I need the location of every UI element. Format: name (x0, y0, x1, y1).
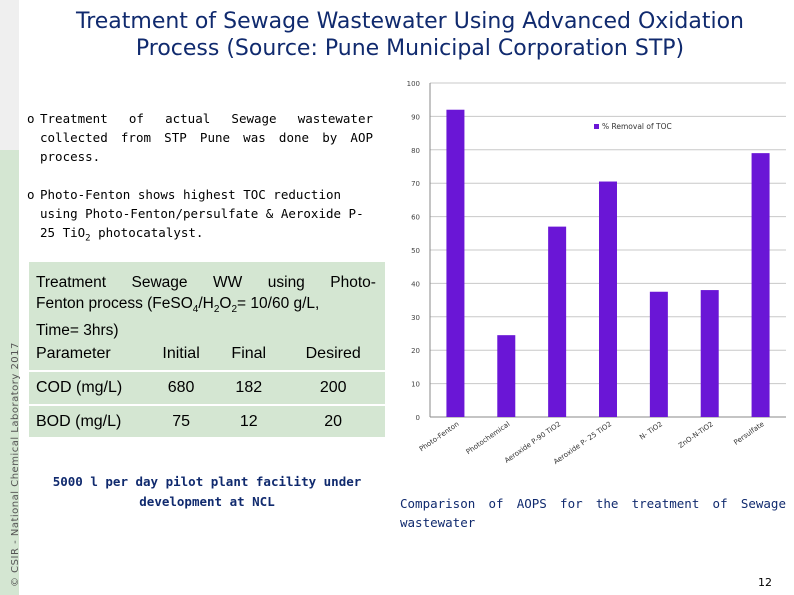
bullet-1-text: Treatment of actual Sewage wastewater co… (40, 111, 373, 164)
table-cell: 12 (216, 405, 282, 440)
sidebar-strip: © CSIR - National Chemical Laboratory 20… (0, 0, 21, 595)
caption-word: AOPS (516, 496, 547, 511)
table-cell: 182 (216, 371, 282, 406)
bullet-2-line3: 25 TiO (40, 225, 86, 240)
caption-word: WW (213, 274, 243, 291)
y-tick-label: 60 (411, 214, 420, 222)
caption-part: = 10/60 g/L, (237, 295, 320, 312)
bar (649, 291, 668, 417)
y-tick-label: 90 (411, 113, 420, 121)
caption-word: Comparison (400, 496, 476, 511)
slide-title-line1: Treatment of Sewage Wastewater Using Adv… (75, 9, 744, 34)
legend-label: % Removal of TOC (602, 122, 672, 131)
bar (700, 290, 719, 417)
bullet-2-line3-end: photocatalyst. (90, 225, 204, 240)
table-cell: 75 (146, 405, 217, 440)
caption-part: Fenton process (FeSO (36, 295, 193, 312)
caption-word: Photo- (330, 274, 376, 291)
slide-title-line2: Process (Source: Pune Municipal Corporat… (135, 36, 685, 61)
table-row: COD (mg/L) 680 182 200 (29, 371, 385, 406)
legend-swatch (594, 124, 599, 129)
parameter-table: Parameter Initial Final Desired COD (mg/… (29, 338, 385, 440)
panel-caption-line2: Fenton process (FeSO4/H2O2= 10/60 g/L, (36, 293, 376, 320)
caption-word: of (488, 496, 504, 511)
y-tick-label: 0 (416, 414, 420, 422)
figure-caption: Comparison of AOPS for the treatment of … (400, 494, 786, 532)
caption-word: Sewage (740, 496, 786, 511)
table-header-row: Parameter Initial Final Desired (29, 338, 385, 372)
y-tick-label: 40 (411, 280, 420, 288)
subscript: 2 (231, 304, 238, 316)
table-cell: 200 (281, 371, 385, 406)
bullet-2-line2: using Photo-Fenton/persulfate & Aeroxide… (40, 206, 364, 221)
subscript: 4 (192, 304, 199, 316)
sidebar-bottom-band (0, 150, 19, 595)
table-row: BOD (mg/L) 75 12 20 (29, 405, 385, 440)
bullet-mark: o (27, 187, 35, 202)
caption-word: using (267, 274, 305, 291)
y-tick-label: 50 (411, 247, 420, 255)
caption-word: Treatment (36, 274, 107, 291)
page-number: 12 (758, 576, 772, 589)
copyright-text: © CSIR - National Chemical Laboratory 20… (10, 342, 21, 587)
panel-caption-line3: Time= 3hrs) (36, 322, 119, 340)
table-cell: 680 (146, 371, 217, 406)
table-cell: 20 (281, 405, 385, 440)
panel-caption: Treatment Sewage WW using Photo- Fenton … (36, 272, 376, 341)
bar (548, 226, 567, 417)
pilot-plant-note: 5000 l per day pilot plant facility unde… (52, 474, 362, 509)
table-cell: BOD (mg/L) (29, 405, 146, 440)
table-cell: COD (mg/L) (29, 371, 146, 406)
caption-part: /H (198, 295, 214, 312)
y-tick-label: 80 (411, 147, 420, 155)
caption-word: Sewage (131, 274, 188, 291)
bar (446, 109, 465, 417)
bar (751, 153, 770, 417)
bullet-mark: o (27, 111, 35, 126)
bar (497, 335, 516, 417)
y-tick-label: 20 (411, 347, 420, 355)
slide-title: Treatment of Sewage Wastewater Using Adv… (30, 8, 790, 62)
panel-caption-line1: Treatment Sewage WW using Photo- (36, 272, 376, 293)
y-tick-label: 10 (411, 381, 420, 389)
sidebar-top-band (0, 0, 19, 150)
caption-word: the (595, 496, 619, 511)
bar (599, 181, 617, 417)
figure-caption-line2: wastewater (400, 515, 476, 530)
y-tick-label: 30 (411, 314, 420, 322)
bullet-2-text: Photo-Fenton shows highest TOC reduction… (40, 185, 373, 249)
caption-word: for (560, 496, 583, 511)
y-tick-label: 100 (407, 80, 420, 88)
caption-part: O (219, 295, 232, 312)
subscript: 2 (85, 233, 91, 244)
table-header: Initial (146, 338, 217, 372)
subscript: 2 (213, 304, 220, 316)
y-tick-label: 70 (411, 180, 420, 188)
caption-word: of (712, 496, 728, 511)
table-header: Parameter (29, 338, 146, 372)
figure-caption-line1: Comparison of AOPS for the treatment of … (400, 494, 786, 513)
caption-word: treatment (631, 496, 700, 511)
table-header: Desired (281, 338, 385, 372)
bullet-2-line1: Photo-Fenton shows highest TOC reduction (40, 187, 342, 202)
table-header: Final (216, 338, 282, 372)
